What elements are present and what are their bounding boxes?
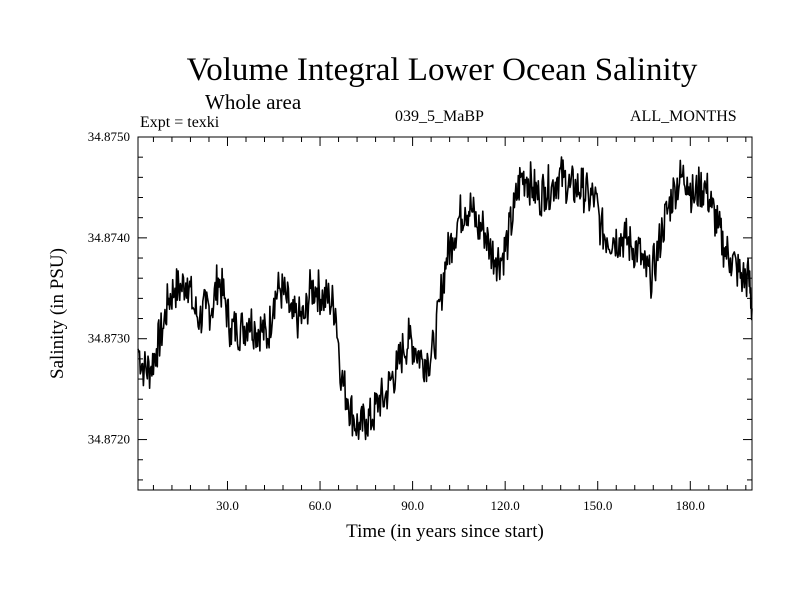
axis-tick-labels: 30.0 60.0 90.0 120.0 150.0 180.0 34.8720 34.873…: [88, 129, 705, 513]
experiment-label: Expt = texki: [140, 114, 220, 131]
x-tick-label: 180.0: [676, 498, 705, 513]
series-line-salinity: [137, 156, 753, 441]
run-id-label: 039_5_MaBP: [395, 108, 484, 125]
x-tick-label: 90.0: [401, 498, 424, 513]
period-label: ALL_MONTHS: [630, 108, 737, 125]
y-tick-label: 34.8720: [88, 432, 130, 447]
y-tick-label: 34.8740: [88, 230, 130, 245]
x-tick-label: 30.0: [216, 498, 239, 513]
axis-ticks: [138, 136, 752, 490]
x-tick-label: 150.0: [583, 498, 612, 513]
chart-title: Volume Integral Lower Ocean Salinity: [186, 52, 698, 88]
chart-subtitle: Whole area: [205, 90, 302, 114]
x-tick-label: 60.0: [309, 498, 332, 513]
plot-frame: [137, 136, 753, 491]
y-tick-label: 34.8730: [88, 331, 130, 346]
y-tick-label: 34.8750: [88, 129, 130, 144]
x-axis-label: Time (in years since start): [346, 521, 544, 542]
y-axis-label: Salinity (in PSU): [47, 248, 68, 379]
x-tick-label: 120.0: [491, 498, 520, 513]
